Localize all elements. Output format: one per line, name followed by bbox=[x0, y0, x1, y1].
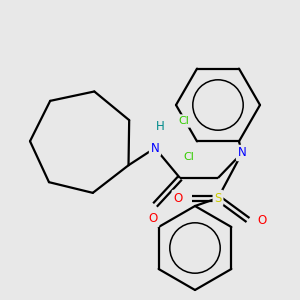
Text: O: O bbox=[148, 212, 158, 226]
Text: O: O bbox=[173, 191, 183, 205]
Text: H: H bbox=[156, 119, 164, 133]
Text: S: S bbox=[214, 191, 222, 205]
Text: N: N bbox=[238, 146, 246, 160]
Text: Cl: Cl bbox=[184, 152, 194, 162]
Text: O: O bbox=[257, 214, 267, 226]
Text: N: N bbox=[151, 142, 159, 154]
Text: Cl: Cl bbox=[178, 116, 189, 126]
